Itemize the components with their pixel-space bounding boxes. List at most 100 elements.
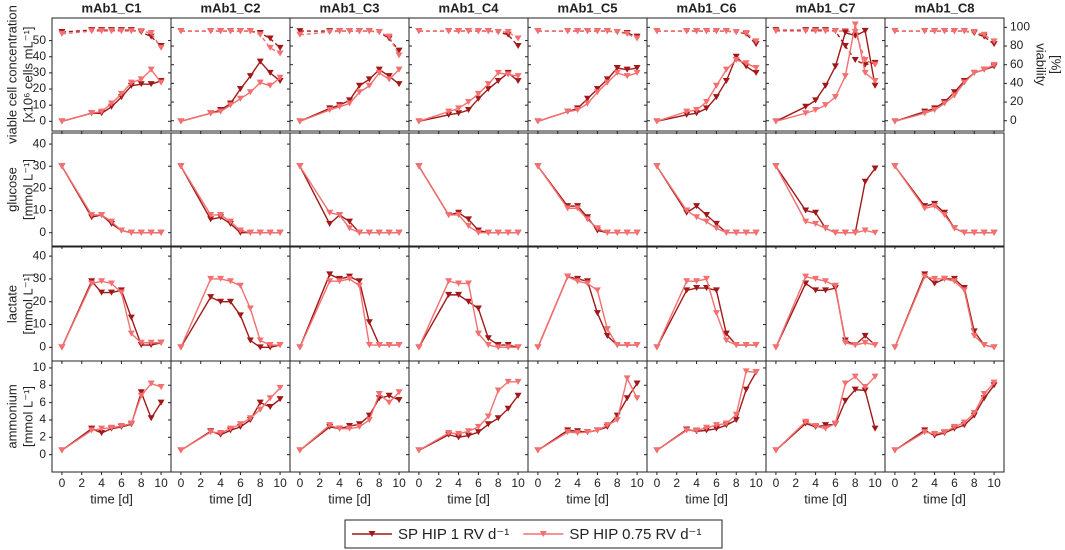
series-marker: [465, 216, 472, 223]
x-tick-label: 2: [911, 476, 918, 490]
viability-marker: [326, 29, 334, 36]
y-tick-label: 20: [33, 181, 47, 195]
series-marker: [871, 77, 879, 84]
viability-marker: [861, 57, 869, 64]
series-marker: [603, 326, 611, 333]
y-tick-label: 0: [39, 113, 46, 127]
series-marker: [127, 79, 135, 86]
series-marker: [742, 229, 750, 236]
y-tick-label: 0: [39, 447, 46, 461]
series-marker: [752, 69, 760, 76]
viability-marker: [355, 28, 363, 35]
series-marker: [108, 218, 115, 225]
series-marker: [177, 163, 185, 170]
viability-marker: [841, 43, 849, 50]
series-marker: [445, 278, 453, 285]
series-marker: [861, 384, 869, 391]
series-marker: [831, 229, 839, 236]
series-line: [537, 383, 638, 451]
x-tick-label: 4: [574, 476, 581, 490]
series-marker: [980, 66, 988, 73]
series-marker: [266, 403, 274, 410]
series-marker: [296, 163, 304, 170]
viability-line: [180, 30, 281, 55]
series-marker: [921, 205, 929, 212]
series-marker: [395, 389, 403, 396]
viability-marker: [474, 28, 482, 35]
series-marker: [385, 342, 393, 349]
series-line: [418, 280, 519, 349]
series-marker: [147, 81, 155, 88]
panel-title: mAb1_C3: [320, 0, 380, 15]
series-marker: [633, 395, 641, 402]
series-marker: [802, 273, 810, 280]
series-line: [418, 72, 519, 122]
viability-marker: [157, 44, 165, 51]
x-tick-label: 4: [693, 476, 700, 490]
series-marker: [891, 447, 899, 454]
y-tick-label: 20: [33, 294, 47, 308]
series-marker: [207, 211, 215, 218]
series-marker: [504, 378, 512, 385]
series-marker: [504, 229, 512, 236]
legend-label: SP HIP 0.75 RV d⁻¹: [569, 526, 701, 543]
viability-marker: [266, 44, 274, 51]
series-marker: [465, 107, 472, 114]
series-marker: [326, 220, 334, 227]
x-tick-label: 4: [931, 476, 938, 490]
series-marker: [266, 69, 274, 76]
series-marker: [336, 103, 344, 110]
viability-marker: [455, 28, 463, 35]
viability-marker: [603, 28, 611, 35]
y-tick-label: 40: [33, 49, 47, 63]
x-axis-label: time [d]: [328, 491, 371, 506]
series-marker: [227, 218, 234, 225]
viability-marker: [772, 28, 780, 35]
series-marker: [236, 86, 244, 93]
series-marker: [326, 271, 334, 278]
viability-marker: [266, 35, 274, 42]
panel-frame: [765, 360, 886, 473]
series-marker: [236, 282, 244, 289]
series-line: [180, 60, 281, 122]
series-marker: [960, 287, 968, 294]
series-marker: [127, 229, 135, 236]
panel-title: mAb1_C5: [558, 0, 618, 15]
viability-marker: [117, 28, 125, 35]
series-marker: [484, 421, 492, 428]
x-tick-label: 0: [654, 476, 661, 490]
series-marker: [276, 229, 284, 236]
series-marker: [346, 225, 353, 232]
y-tick-label: 8: [39, 377, 46, 391]
viability-marker: [802, 28, 810, 35]
series-line: [180, 77, 281, 122]
series-marker: [504, 405, 512, 412]
y2-axis-label: [%]: [1049, 55, 1064, 74]
panel-title: mAb1_C1: [82, 0, 142, 15]
series-marker: [950, 89, 958, 96]
series-marker: [593, 287, 601, 294]
series-marker: [465, 428, 472, 435]
series-marker: [385, 399, 393, 406]
series-marker: [484, 335, 492, 342]
series-marker: [455, 434, 463, 441]
x-tick-label: 4: [98, 476, 105, 490]
series-marker: [494, 415, 502, 422]
series-marker: [703, 424, 710, 431]
series-marker: [980, 390, 988, 397]
series-marker: [217, 211, 225, 218]
panel-frame: [884, 360, 1005, 473]
series-marker: [990, 344, 998, 351]
x-tick-label: 10: [987, 476, 1001, 490]
series-marker: [127, 330, 135, 337]
viability-marker: [693, 28, 701, 35]
x-tick-label: 6: [356, 476, 363, 490]
series-marker: [851, 386, 859, 393]
x-tick-label: 6: [713, 476, 720, 490]
series-marker: [871, 165, 879, 172]
series-marker: [494, 344, 502, 351]
y-tick-label: 20: [33, 81, 47, 95]
series-marker: [98, 289, 106, 296]
series-marker: [732, 411, 740, 418]
series-marker: [931, 280, 939, 287]
